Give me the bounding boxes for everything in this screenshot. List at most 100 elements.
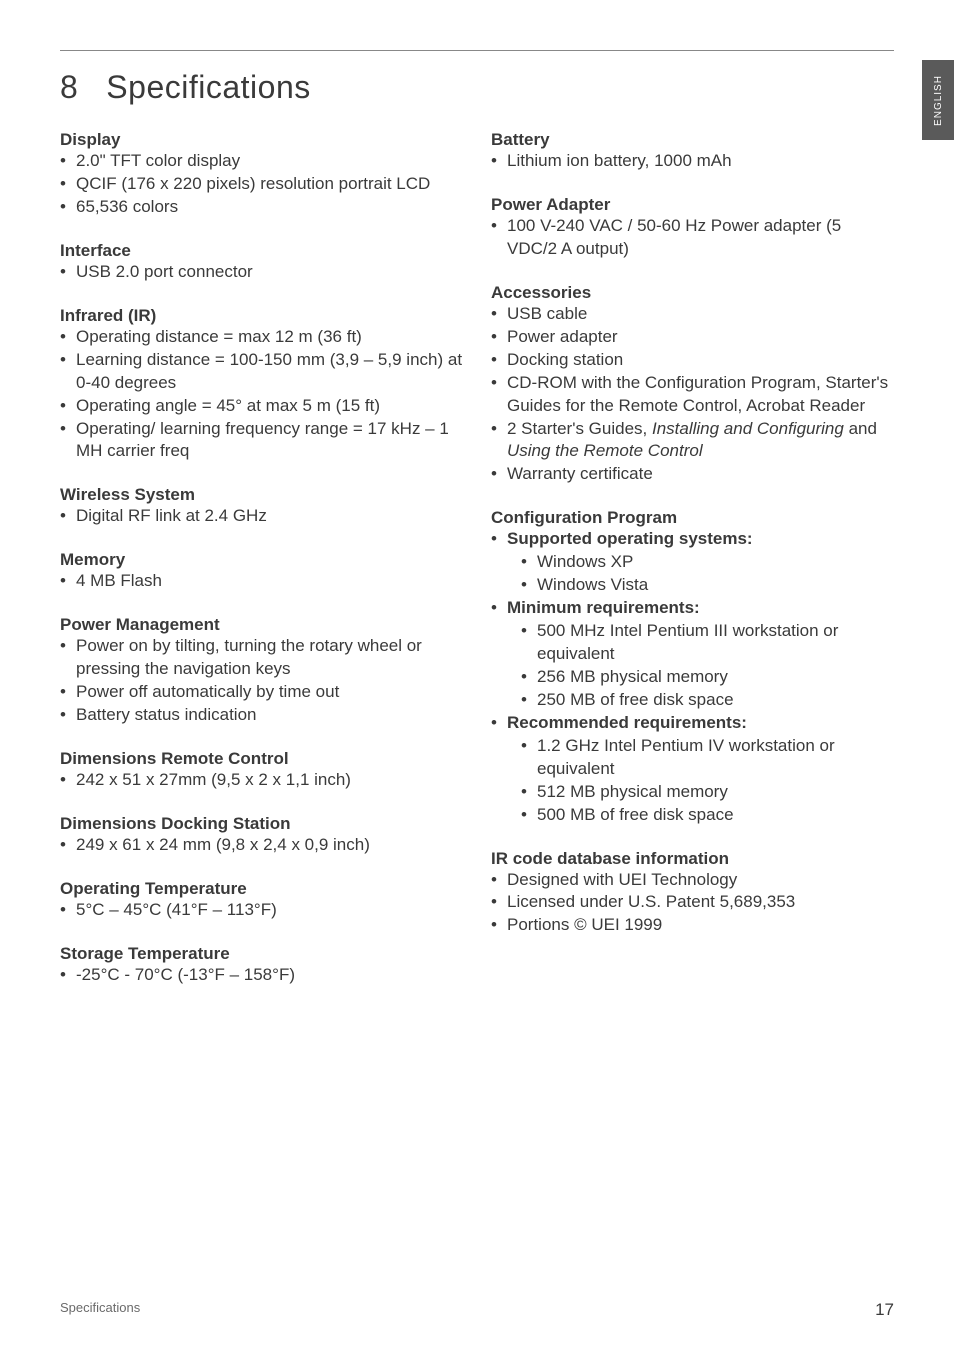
list-item: Recommended requirements: 1.2 GHz Intel P… [491, 712, 894, 827]
list-item: Licensed under U.S. Patent 5,689,353 [491, 891, 894, 914]
list-item: 1.2 GHz Intel Pentium IV workstation or … [521, 735, 894, 781]
section-number: 8 [60, 69, 78, 105]
section-heading: Operating Temperature [60, 879, 463, 899]
text-span: 512 MB physical memory [537, 782, 728, 801]
text-span: Recommended requirements: [507, 713, 747, 732]
text-span: Licensed under U.S. Patent 5,689,353 [507, 892, 795, 911]
text-span: 500 MHz Intel Pentium III workstation or… [537, 621, 838, 663]
top-rule [60, 50, 894, 51]
text-span: 242 x 51 x 27mm (9,5 x 2 x 1,1 inch) [76, 770, 351, 789]
text-span: USB cable [507, 304, 587, 323]
list-item: USB cable [491, 303, 894, 326]
list-item: QCIF (176 x 220 pixels) resolution portr… [60, 173, 463, 196]
section-heading: Power Management [60, 615, 463, 635]
list-item: Supported operating systems: Windows XPWi… [491, 528, 894, 597]
list-item: 65,536 colors [60, 196, 463, 219]
text-span: Operating/ learning frequency range = 17… [76, 419, 449, 461]
section-heading: Power Adapter [491, 195, 894, 215]
section-spacer [60, 857, 463, 877]
text-span: Installing and Configuring [652, 419, 844, 438]
list-item: 500 MB of free disk space [521, 804, 894, 827]
section-heading: Accessories [491, 283, 894, 303]
text-span: 5°C – 45°C (41°F – 113°F) [76, 900, 277, 919]
section-heading: Storage Temperature [60, 944, 463, 964]
list-item: -25°C - 70°C (-13°F – 158°F) [60, 964, 463, 987]
list-item: 250 MB of free disk space [521, 689, 894, 712]
footer-left: Specifications [60, 1300, 140, 1320]
list-item: Windows Vista [521, 574, 894, 597]
left-column: Display2.0" TFT color displayQCIF (176 x… [60, 128, 463, 987]
text-span: QCIF (176 x 220 pixels) resolution portr… [76, 174, 430, 193]
section-spacer [491, 827, 894, 847]
list-item: Power off automatically by time out [60, 681, 463, 704]
text-span: Operating distance = max 12 m (36 ft) [76, 327, 362, 346]
footer-page-number: 17 [875, 1300, 894, 1320]
list-item: Docking station [491, 349, 894, 372]
text-span: 256 MB physical memory [537, 667, 728, 686]
text-span: 500 MB of free disk space [537, 805, 734, 824]
section-spacer [491, 486, 894, 506]
list-item: 242 x 51 x 27mm (9,5 x 2 x 1,1 inch) [60, 769, 463, 792]
sub-list: Windows XPWindows Vista [507, 551, 894, 597]
text-span: Docking station [507, 350, 623, 369]
text-span: Power adapter [507, 327, 618, 346]
list-item: Portions © UEI 1999 [491, 914, 894, 937]
section-list: -25°C - 70°C (-13°F – 158°F) [60, 964, 463, 987]
text-span: Warranty certificate [507, 464, 653, 483]
text-span: CD-ROM with the Configuration Program, S… [507, 373, 888, 415]
list-item: Warranty certificate [491, 463, 894, 486]
list-item: Operating/ learning frequency range = 17… [60, 418, 463, 464]
section-list: Digital RF link at 2.4 GHz [60, 505, 463, 528]
list-item: 5°C – 45°C (41°F – 113°F) [60, 899, 463, 922]
section-heading: Dimensions Remote Control [60, 749, 463, 769]
section-heading: Memory [60, 550, 463, 570]
list-item: 4 MB Flash [60, 570, 463, 593]
section-spacer [60, 593, 463, 613]
list-item: Minimum requirements: 500 MHz Intel Penti… [491, 597, 894, 712]
text-span: and [844, 419, 877, 438]
page-footer: Specifications 17 [60, 1300, 894, 1320]
list-item: Power adapter [491, 326, 894, 349]
text-span: Portions © UEI 1999 [507, 915, 662, 934]
text-span: Operating angle = 45° at max 5 m (15 ft) [76, 396, 380, 415]
section-list: 2.0" TFT color displayQCIF (176 x 220 pi… [60, 150, 463, 219]
text-span: Power off automatically by time out [76, 682, 339, 701]
list-item: CD-ROM with the Configuration Program, S… [491, 372, 894, 418]
list-item: Battery status indication [60, 704, 463, 727]
text-span: Battery status indication [76, 705, 256, 724]
section-spacer [491, 173, 894, 193]
list-item: Operating angle = 45° at max 5 m (15 ft) [60, 395, 463, 418]
text-span: 65,536 colors [76, 197, 178, 216]
text-span: Lithium ion battery, 1000 mAh [507, 151, 732, 170]
list-item: 2.0" TFT color display [60, 150, 463, 173]
list-item: Designed with UEI Technology [491, 869, 894, 892]
section-title: Specifications [106, 69, 310, 105]
section-list: USB cable Power adapter Docking station CD-… [491, 303, 894, 487]
section-list: 4 MB Flash [60, 570, 463, 593]
sub-list: 500 MHz Intel Pentium III workstation or… [507, 620, 894, 712]
section-heading: Display [60, 130, 463, 150]
section-spacer [60, 792, 463, 812]
right-column: BatteryLithium ion battery, 1000 mAh Powe… [491, 128, 894, 987]
text-span: 100 V-240 VAC / 50-60 Hz Power adapter (… [507, 216, 841, 258]
text-span: USB 2.0 port connector [76, 262, 253, 281]
section-spacer [60, 463, 463, 483]
section-list: Lithium ion battery, 1000 mAh [491, 150, 894, 173]
list-item: 256 MB physical memory [521, 666, 894, 689]
section-heading: Configuration Program [491, 508, 894, 528]
section-spacer [60, 727, 463, 747]
text-span: 249 x 61 x 24 mm (9,8 x 2,4 x 0,9 inch) [76, 835, 370, 854]
section-list: 5°C – 45°C (41°F – 113°F) [60, 899, 463, 922]
section-heading: Interface [60, 241, 463, 261]
section-list: 242 x 51 x 27mm (9,5 x 2 x 1,1 inch) [60, 769, 463, 792]
sub-list: 1.2 GHz Intel Pentium IV workstation or … [507, 735, 894, 827]
list-item: 500 MHz Intel Pentium III workstation or… [521, 620, 894, 666]
text-span: Minimum requirements: [507, 598, 700, 617]
list-item: 100 V-240 VAC / 50-60 Hz Power adapter (… [491, 215, 894, 261]
section-heading: Battery [491, 130, 894, 150]
text-span: Windows Vista [537, 575, 648, 594]
content-columns: Display2.0" TFT color displayQCIF (176 x… [60, 128, 894, 987]
list-item: 249 x 61 x 24 mm (9,8 x 2,4 x 0,9 inch) [60, 834, 463, 857]
text-span: 1.2 GHz Intel Pentium IV workstation or … [537, 736, 835, 778]
text-span: Supported operating systems: [507, 529, 753, 548]
